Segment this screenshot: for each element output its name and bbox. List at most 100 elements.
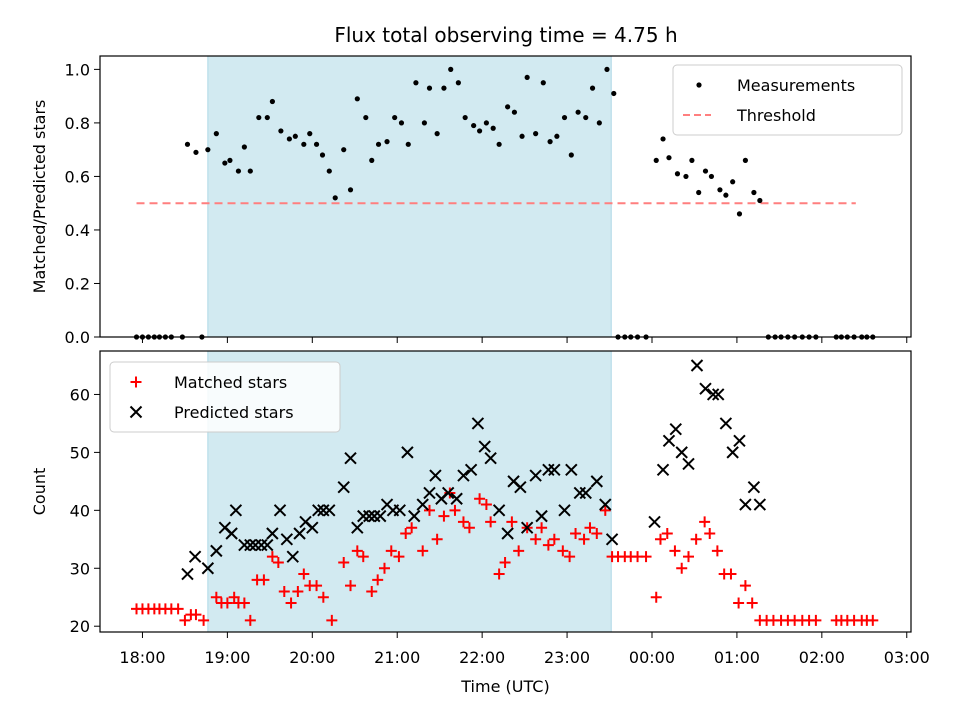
- measurement-point: [736, 211, 743, 217]
- measurement-point: [235, 168, 242, 174]
- measurement-point: [247, 168, 253, 174]
- measurement-point: [241, 144, 247, 150]
- matched-star-point: [661, 528, 673, 540]
- matched-star-point: [198, 614, 210, 626]
- matched-star-point: [292, 585, 304, 597]
- x-tick-label: 21:00: [374, 648, 420, 667]
- predicted-star-point: [492, 504, 506, 517]
- legend-box: [672, 64, 903, 136]
- matched-star-point: [711, 545, 723, 557]
- measurement-point: [363, 114, 369, 121]
- matched-star-point: [725, 568, 737, 580]
- x-tick-label: 22:00: [459, 648, 505, 667]
- matched-star-point: [506, 516, 518, 528]
- measurement-point: [496, 141, 502, 147]
- predicted-star-point: [565, 463, 578, 476]
- measurement-point: [519, 133, 525, 139]
- legend-plus-swatch: [130, 376, 142, 388]
- y-tick-label: 60: [70, 385, 90, 404]
- measurement-point: [413, 80, 419, 86]
- axes-frame: [99, 55, 912, 338]
- predicted-star-point: [344, 451, 357, 465]
- measurement-point: [384, 139, 390, 145]
- y-tick-label: 0.0: [65, 328, 90, 347]
- measurement-point: [326, 168, 332, 174]
- measurement-point: [354, 96, 360, 102]
- matched-star-point: [266, 551, 278, 563]
- measurement-point: [264, 114, 270, 121]
- predicted-star-point: [535, 509, 548, 523]
- x-tick-label: 03:00: [884, 648, 930, 667]
- predicted-star-point: [719, 417, 733, 430]
- measurement-point: [604, 66, 610, 72]
- predicted-star-point: [669, 423, 682, 436]
- measurement-point: [292, 133, 298, 139]
- measurement-point: [307, 131, 313, 137]
- measurement-point: [524, 74, 530, 81]
- predicted-star-point: [548, 463, 561, 476]
- matched-star-point: [378, 562, 390, 574]
- predicted-star-point: [181, 567, 194, 581]
- matched-star-point: [326, 614, 338, 626]
- matched-star-point: [406, 522, 418, 534]
- x-tick-label: 18:00: [119, 648, 165, 667]
- predicted-star-point: [501, 527, 514, 540]
- measurement-point: [575, 109, 581, 115]
- measurement-point: [426, 85, 433, 91]
- matched-star-point: [564, 551, 576, 563]
- x-tick-label: 23:00: [544, 648, 590, 667]
- measurement-point: [653, 157, 659, 163]
- measurement-point: [462, 114, 468, 121]
- matched-star-point: [548, 533, 560, 545]
- x-tick-label: 01:00: [714, 648, 760, 667]
- matched-star-point: [654, 533, 666, 545]
- measurement-point: [301, 141, 307, 147]
- matched-star-point: [733, 597, 745, 609]
- legend-x-swatch: [129, 405, 143, 419]
- matched-star-point: [179, 614, 191, 626]
- measurement-point: [269, 98, 275, 105]
- matched-star-point: [463, 522, 475, 534]
- predicted-star-point: [225, 527, 238, 540]
- matched-star-point: [474, 493, 486, 505]
- y-tick-label: 20: [70, 617, 90, 636]
- x-tick-label: 20:00: [289, 648, 335, 667]
- predicted-star-point: [590, 475, 603, 488]
- measurement-point: [505, 104, 511, 110]
- predicted-star-point: [457, 469, 470, 482]
- predicted-star-point: [675, 446, 688, 459]
- matched-star-point: [311, 580, 323, 592]
- measurement-point: [332, 195, 338, 201]
- measurement-point: [398, 120, 405, 126]
- matched-star-point: [372, 574, 384, 586]
- measurement-point: [369, 157, 375, 163]
- matched-star-point: [272, 556, 284, 568]
- matched-star-point: [676, 562, 688, 574]
- predicted-star-point: [753, 498, 767, 511]
- matched-star-point: [536, 522, 548, 534]
- predicted-star-point: [520, 521, 534, 534]
- measurement-point: [227, 157, 233, 163]
- y-tick-label: 0.2: [65, 274, 90, 293]
- measurement-point: [742, 157, 749, 163]
- matched-star-point: [557, 545, 569, 557]
- measurement-point: [455, 80, 461, 86]
- predicted-star-point: [286, 550, 299, 563]
- matched-star-point: [739, 580, 751, 592]
- predicted-star-point: [423, 486, 436, 500]
- count-panel: 20 30 40 50 60 18:00 19:00 20:00 21:00 22:00 23:00…: [30, 350, 930, 696]
- matched-star-point: [258, 574, 270, 586]
- measurement-point: [193, 149, 199, 155]
- measurement-point: [666, 155, 672, 161]
- predicted-star-point: [266, 527, 279, 540]
- measurement-point: [405, 141, 411, 147]
- predicted-star-point: [464, 463, 478, 476]
- matched-star-point: [457, 516, 469, 528]
- measurement-point: [660, 136, 666, 142]
- measurement-point: [471, 122, 477, 129]
- ratio-panel: 0.0 0.2 0.4 0.6 0.8 1.0 Matched/Predicted star…: [30, 55, 912, 347]
- measurement-point: [589, 85, 596, 91]
- predicted-star-point: [441, 486, 455, 500]
- predicted-star-point: [733, 434, 746, 448]
- measurement-point: [213, 131, 219, 137]
